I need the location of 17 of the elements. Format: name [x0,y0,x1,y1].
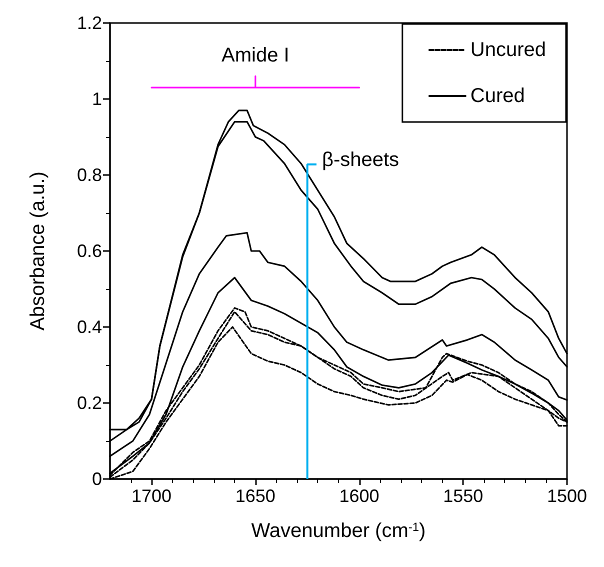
annotation: Amide I [222,44,290,67]
legend-label: Uncured [470,39,546,61]
x-tick-label: 1550 [443,486,484,506]
y-tick-label: 0.2 [76,393,102,413]
x-tick-label: 1500 [546,486,588,506]
y-tick-label: 0.6 [76,241,102,261]
x-tick-label: 1650 [235,486,276,506]
y-tick-label: 0 [92,469,102,489]
y-axis-title: Absorbance (a.u.) [27,172,49,330]
legend-label: Cured [470,85,525,107]
ref-line-label: β-sheets [322,148,400,171]
y-tick-label: 1.2 [76,13,102,33]
x-tick-label: 1600 [339,486,380,506]
x-tick-label: 1700 [132,486,172,506]
y-tick-label: 0.8 [76,165,102,185]
y-tick-label: 1 [92,89,102,109]
y-tick-label: 0.4 [76,317,102,337]
